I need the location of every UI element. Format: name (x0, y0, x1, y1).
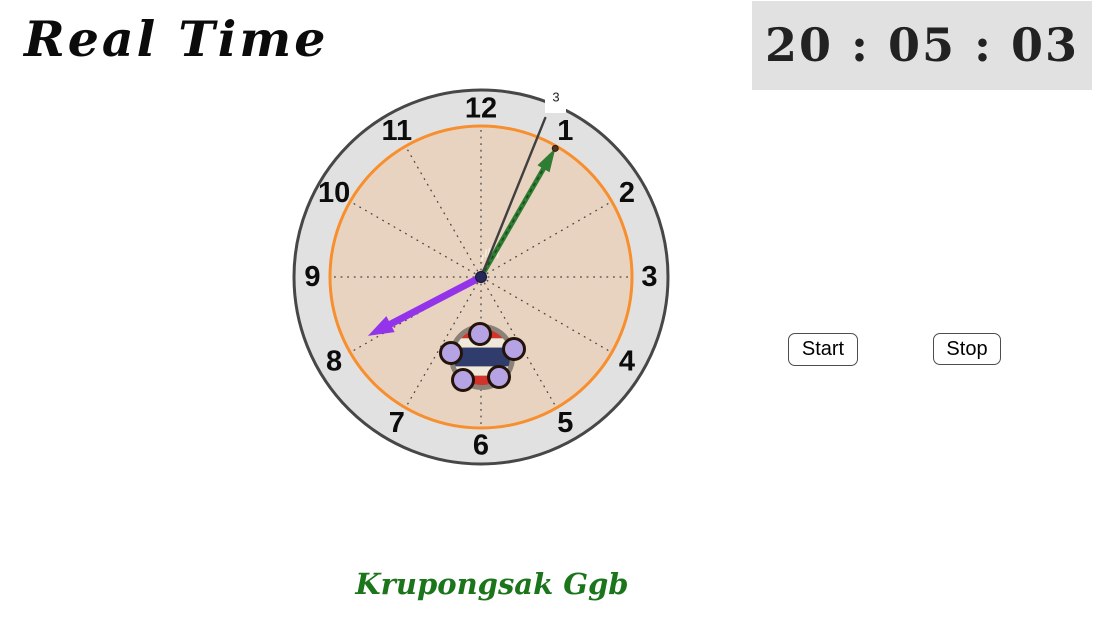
clock-number-11: 11 (381, 115, 412, 147)
emblem-point-top[interactable] (468, 322, 492, 346)
clock-number-12: 12 (465, 93, 497, 125)
clock-number-6: 6 (473, 430, 489, 462)
emblem-point-left[interactable] (439, 341, 463, 365)
clock-number-5: 5 (557, 407, 573, 439)
clock-number-3: 3 (641, 261, 657, 293)
minute-hand[interactable] (475, 142, 563, 280)
clock-number-2: 2 (619, 177, 635, 209)
minute-hand-dash (483, 169, 544, 272)
emblem-point-right[interactable] (502, 337, 526, 361)
clock-number-7: 7 (389, 407, 405, 439)
second-hand[interactable] (479, 116, 547, 279)
hour-hand[interactable] (364, 269, 485, 344)
center-dot[interactable] (475, 271, 487, 283)
thai-flag-emblem[interactable] (439, 322, 526, 392)
clock-number-8: 8 (326, 345, 342, 377)
emblem-point-bottom-left[interactable] (451, 368, 475, 392)
page-title: Real Time (24, 10, 329, 68)
digital-clock-display: 20 : 05 : 03 (752, 1, 1092, 90)
stop-button[interactable]: Stop (933, 333, 1001, 365)
start-button[interactable]: Start (788, 333, 858, 366)
clock-number-1: 1 (557, 115, 573, 147)
clock-number-10: 10 (318, 177, 350, 209)
analog-clock[interactable]: 1 2 3 4 5 6 7 8 9 10 11 12 (292, 88, 671, 467)
second-hand-label: 3 (545, 88, 566, 113)
svg-text:3: 3 (552, 90, 559, 105)
emblem-point-bottom-right[interactable] (487, 365, 511, 389)
clock-number-4: 4 (619, 345, 635, 377)
clock-number-9: 9 (304, 261, 320, 293)
minute-tip-point[interactable] (551, 144, 559, 152)
credit-text: Krupongsak Ggb (355, 567, 629, 601)
